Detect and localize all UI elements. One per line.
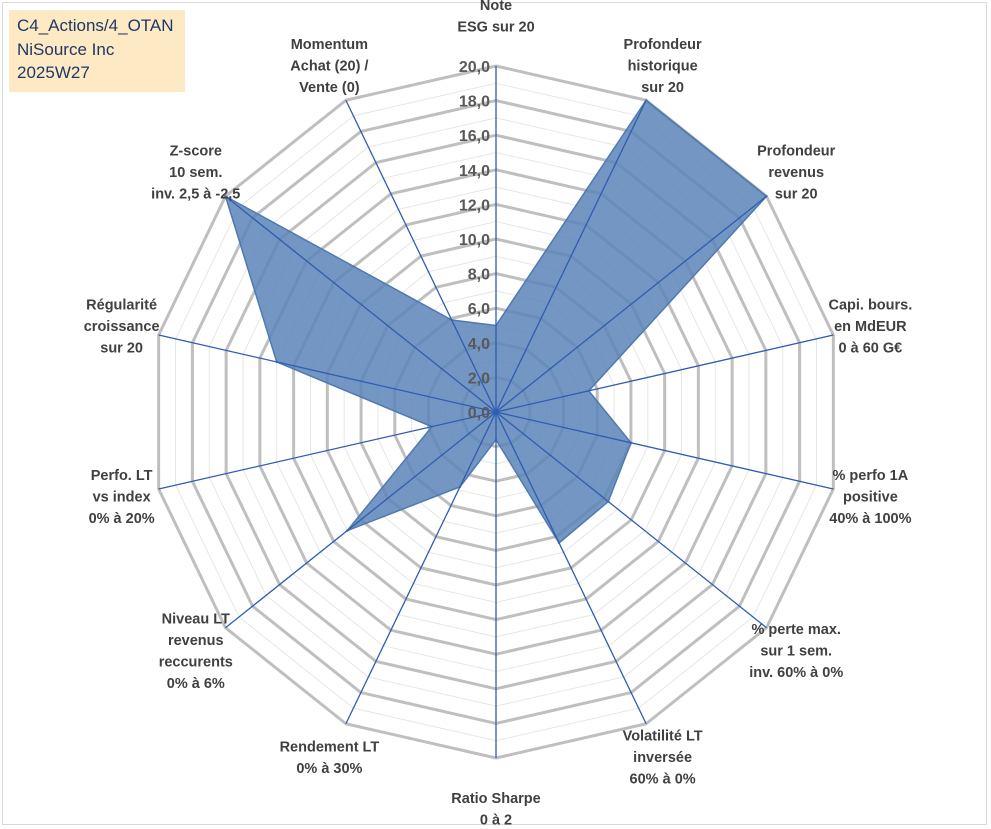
axis-label: Z-score 10 sem. inv. 2,5 à -2,5 <box>151 143 240 202</box>
tick-label: 20,0 <box>459 59 490 76</box>
axis-label: Régularité croissance sur 20 <box>84 297 160 356</box>
axis-spoke <box>158 334 497 413</box>
axis-spoke <box>495 411 834 490</box>
axis-spoke <box>495 411 647 725</box>
tick-label: 2,0 <box>468 370 490 387</box>
axis-label: Rendement LT 0% à 30% <box>280 739 380 777</box>
axis-spoke <box>345 99 497 413</box>
axis-spoke <box>158 411 497 490</box>
tick-label: 8,0 <box>468 267 490 284</box>
axis-spoke <box>225 195 497 413</box>
axis-label: Niveau LT revenus reccurents 0% à 6% <box>159 611 233 692</box>
axis-label: Note ESG sur 20 <box>457 0 534 36</box>
axis-label: Perfo. LT vs index 0% à 20% <box>89 468 155 527</box>
axis-label: Momentum Achat (20) / Vente (0) <box>290 37 368 96</box>
axis-label: % perte max. sur 1 sem. inv. 60% à 0% <box>749 622 843 681</box>
axis-spoke <box>225 411 497 629</box>
axis-spoke <box>495 195 767 413</box>
info-box: C4_Actions/4_OTAN NiSource Inc 2025W27 <box>9 10 185 92</box>
axis-label: Ratio Sharpe 0 à 2 <box>451 791 540 829</box>
tick-label: 10,0 <box>459 232 490 249</box>
tick-label: 6,0 <box>468 301 490 318</box>
axis-spoke <box>495 334 834 413</box>
axis-label: Capi. bours. en MdEUR 0 à 60 G€ <box>828 297 912 356</box>
axis-spoke <box>345 411 497 725</box>
tick-label: 12,0 <box>459 197 490 214</box>
radial-tick-labels: 0,0 2,0 4,0 6,0 8,0 10,0 12,0 14,0 16,0 18,0 20,0 <box>459 59 490 422</box>
tick-label: 4,0 <box>468 336 490 353</box>
tick-label: 18,0 <box>459 94 490 111</box>
axis-spokes <box>158 66 834 758</box>
axis-labels: Note ESG sur 20 Profondeur historique sur 20… <box>84 0 913 829</box>
tick-label: 16,0 <box>459 128 490 145</box>
axis-label: % perfo 1A positive 40% à 100% <box>829 468 911 527</box>
axis-spoke <box>495 411 767 629</box>
axis-label: Profondeur historique sur 20 <box>624 37 702 96</box>
axis-spoke <box>495 99 647 413</box>
tick-label: 14,0 <box>459 163 490 180</box>
tick-label: 0,0 <box>468 405 490 422</box>
axis-label: Profondeur revenus sur 20 <box>757 143 835 202</box>
axis-label: Volatilité LT inversée 60% à 0% <box>623 729 703 788</box>
info-company: NiSource Inc <box>17 39 115 59</box>
info-portfolio: C4_Actions/4_OTAN <box>17 16 174 35</box>
info-week: 2025W27 <box>17 63 90 82</box>
